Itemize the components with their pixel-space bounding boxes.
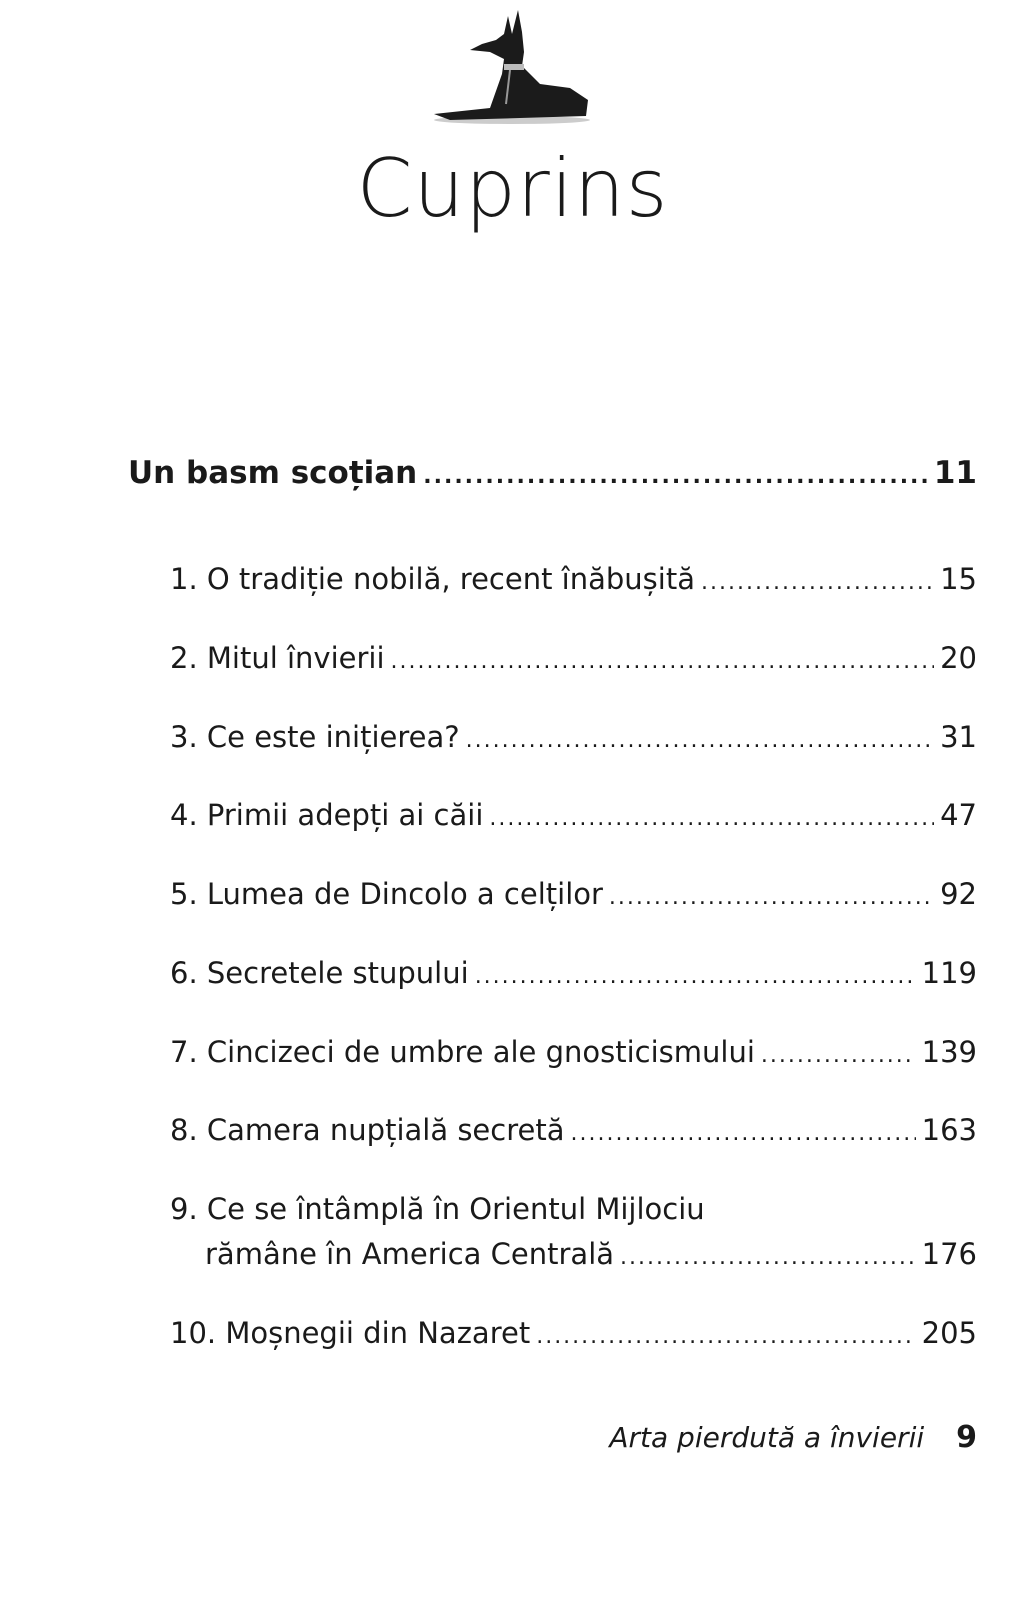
page-footer: Arta pierdută a învierii 9: [609, 1420, 977, 1455]
dot-leader: [761, 1043, 916, 1068]
toc-entry[interactable]: 10. Moșnegii din Nazaret 205: [170, 1316, 977, 1350]
toc-entry[interactable]: 8. Camera nupțială secretă 163: [170, 1113, 977, 1147]
dot-leader: [609, 885, 934, 910]
dot-leader: [391, 649, 935, 674]
toc-entry-label-line1[interactable]: 9. Ce se întâmplă în Orientul Mijlociu: [170, 1192, 705, 1226]
toc-entry-label-line2: rămâne în America Centrală: [205, 1237, 615, 1271]
dot-leader: [475, 964, 916, 989]
toc-entry-page: 20: [940, 641, 977, 675]
toc-entry-label: 7. Cincizeci de umbre ale gnosticismului: [170, 1035, 755, 1069]
toc-entry[interactable]: 1. O tradiție nobilă, recent înăbușită 1…: [170, 562, 977, 596]
toc-entry[interactable]: 7. Cincizeci de umbre ale gnosticismului…: [170, 1035, 977, 1069]
toc-entry-page: 31: [940, 720, 977, 754]
toc-entry-label: 4. Primii adepți ai căii: [170, 798, 484, 832]
toc-entry-page: 176: [921, 1237, 977, 1271]
page-number: 9: [956, 1420, 977, 1455]
toc-entry[interactable]: 5. Lumea de Dincolo a celților 92: [170, 877, 977, 911]
dot-leader: [466, 728, 934, 753]
toc-entry-label: 2. Mitul învierii: [170, 641, 385, 675]
toc-entry-label: 5. Lumea de Dincolo a celților: [170, 877, 603, 911]
dot-leader: [423, 464, 928, 489]
toc-entry-label: 3. Ce este inițierea?: [170, 720, 460, 754]
dot-leader: [701, 570, 934, 595]
anubis-jackal-icon: [434, 10, 590, 124]
toc-entry-label: 8. Camera nupțială secretă: [170, 1113, 565, 1147]
dot-leader: [489, 806, 934, 831]
toc-entry-page: 163: [921, 1113, 977, 1147]
toc-entry-page: 47: [940, 798, 977, 832]
running-title: Arta pierdută a învierii: [609, 1421, 925, 1454]
toc-entry-heading[interactable]: Un basm scoțian 11: [128, 455, 977, 491]
toc-entry[interactable]: 6. Secretele stupului 119: [170, 956, 977, 990]
page-title: Cuprins: [356, 142, 669, 235]
toc-entry-label: 1. O tradiție nobilă, recent înăbușită: [170, 562, 695, 596]
toc-entry-page: 205: [921, 1316, 977, 1350]
dot-leader: [620, 1245, 916, 1270]
toc-entry-label: Un basm scoțian: [128, 455, 418, 491]
toc-entry-page: 15: [940, 562, 977, 596]
toc-entry-label: 10. Moșnegii din Nazaret: [170, 1316, 531, 1350]
toc-entry[interactable]: 3. Ce este inițierea? 31: [170, 720, 977, 754]
toc-entry-label: 6. Secretele stupului: [170, 956, 469, 990]
toc-entry-page: 119: [921, 956, 977, 990]
toc-entry[interactable]: 4. Primii adepți ai căii 47: [170, 798, 977, 832]
dot-leader: [536, 1324, 915, 1349]
toc-entry[interactable]: rămâne în America Centrală 176: [205, 1237, 977, 1271]
toc-entry-page: 139: [921, 1035, 977, 1069]
dot-leader: [571, 1121, 916, 1146]
toc-entry[interactable]: 2. Mitul învierii 20: [170, 641, 977, 675]
toc-entry-page: 92: [940, 877, 977, 911]
toc-entry-page: 11: [933, 455, 977, 491]
